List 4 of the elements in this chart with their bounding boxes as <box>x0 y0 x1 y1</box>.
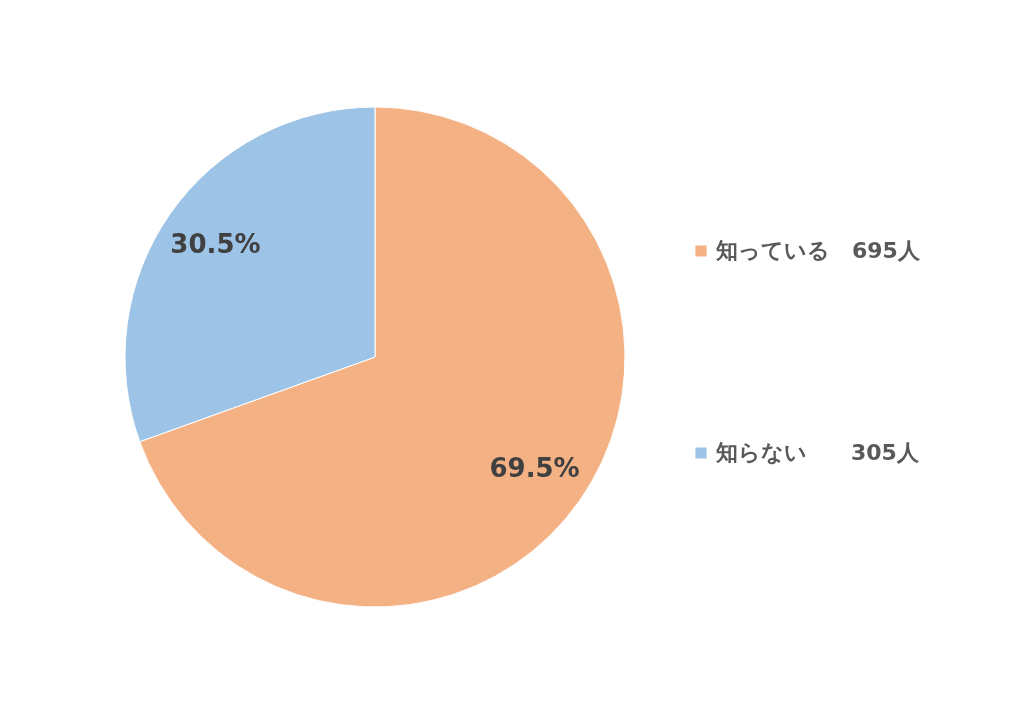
data-label: 69.5% <box>489 453 580 484</box>
data-label: 30.5% <box>170 228 261 259</box>
legend-label: 知っている 695人 <box>715 238 921 263</box>
legend-label: 知らない 305人 <box>715 440 920 465</box>
